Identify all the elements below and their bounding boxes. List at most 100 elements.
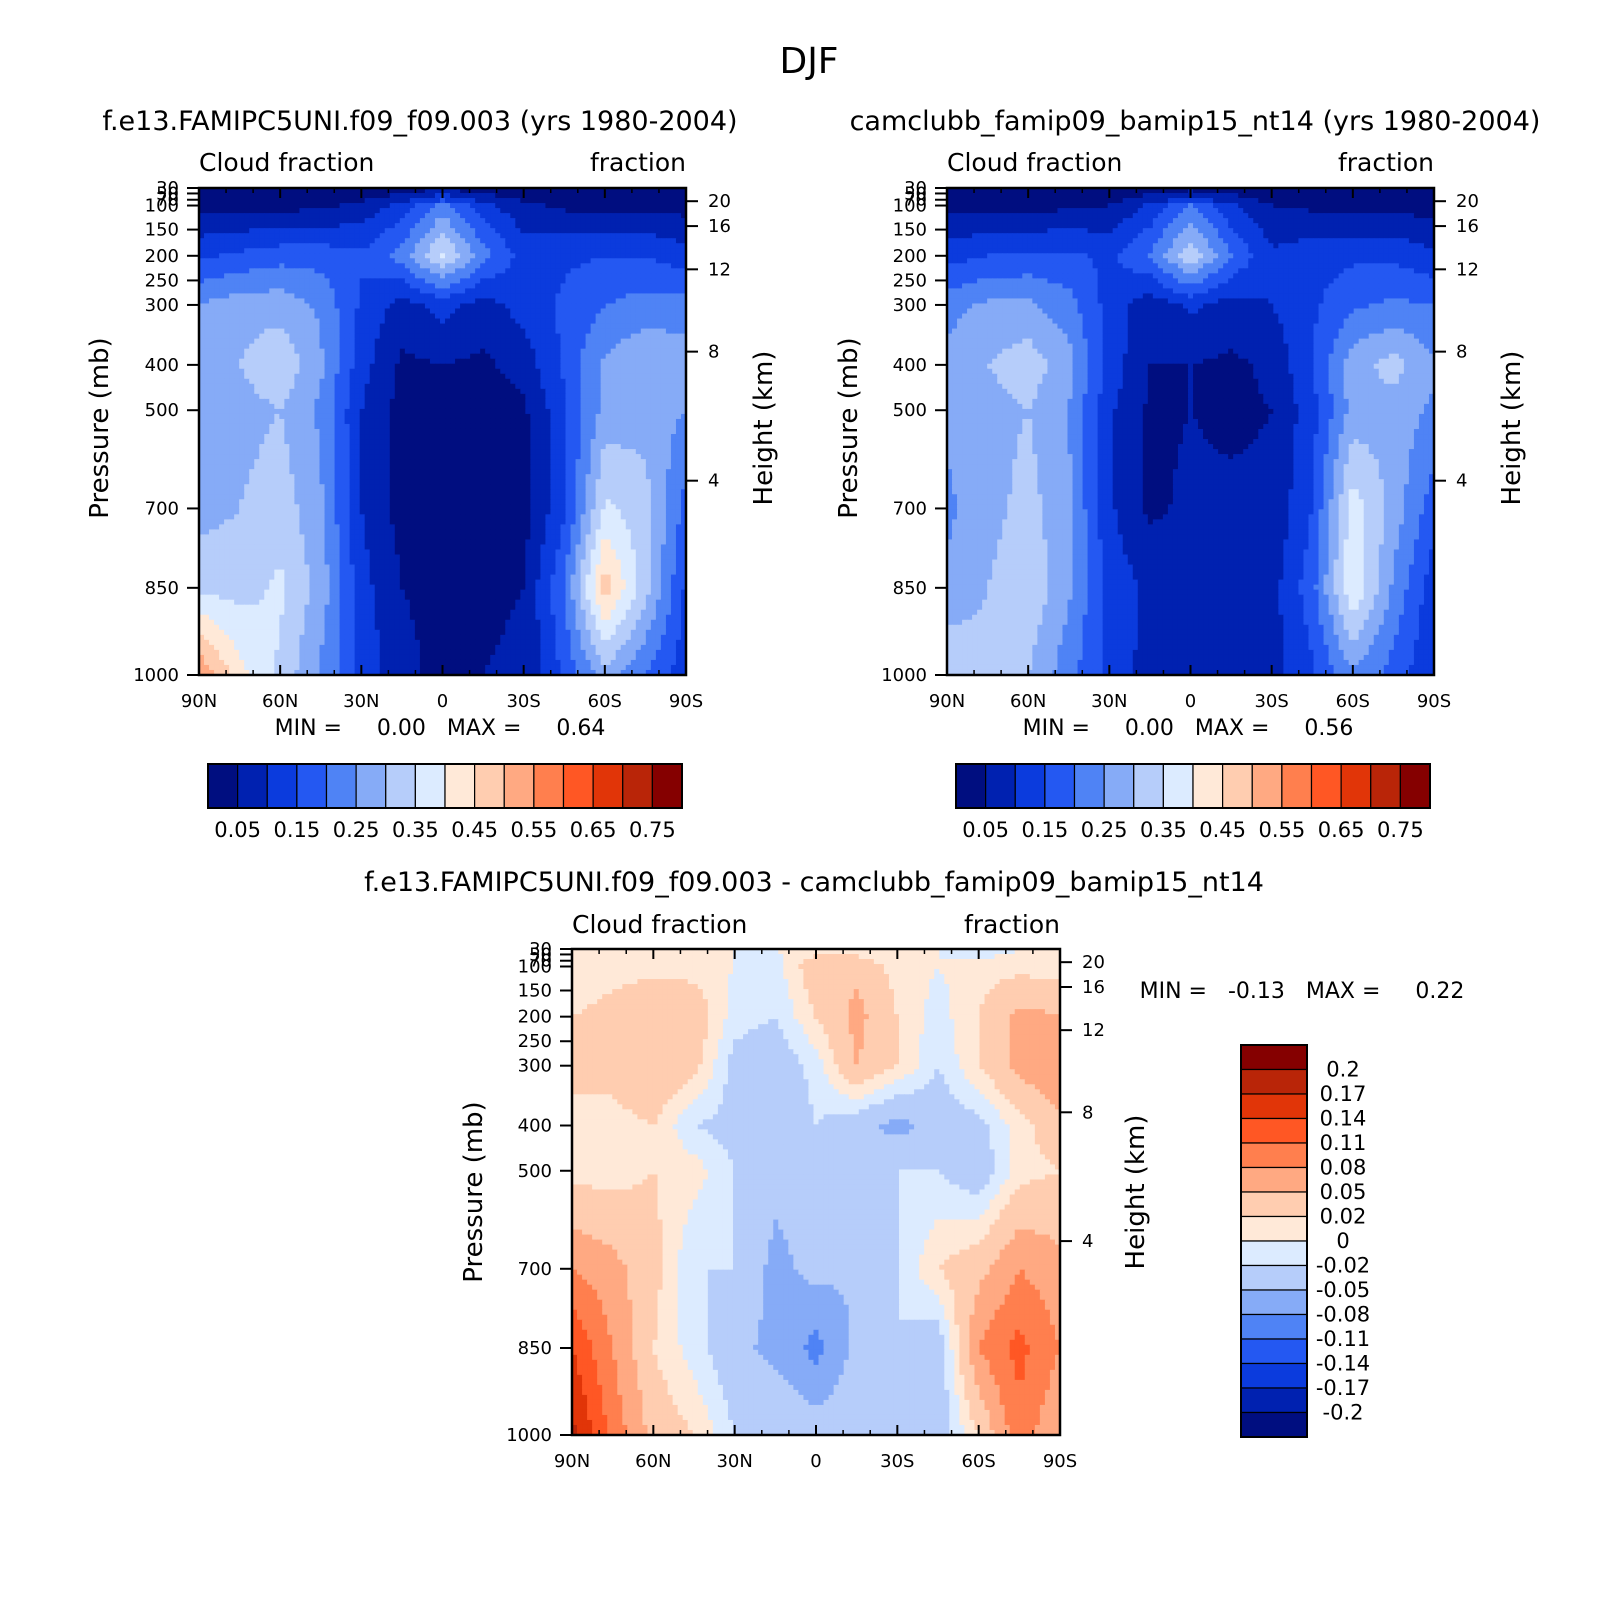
field-cell [379,218,386,224]
field-cell [560,353,567,360]
field-cell [404,238,411,244]
field-cell [329,358,336,365]
field-cell [204,288,210,295]
field-cell [269,313,275,320]
field-cell [675,328,682,335]
field-cell [495,313,501,320]
field-cell [209,193,215,199]
field-cell [409,418,416,425]
field-cell [635,388,642,395]
field-cell [520,253,526,259]
field-cell [239,213,245,219]
field-cell [364,258,371,264]
field-cell [495,333,501,340]
field-cell [500,403,506,410]
field-cell [620,188,627,194]
field-cell [329,439,336,445]
field-cell [510,378,516,385]
field-cell [389,328,396,335]
field-cell [550,348,557,355]
field-cell [450,363,456,370]
field-cell [525,293,531,300]
field-cell [239,238,245,244]
field-cell [535,368,541,375]
field-cell [530,413,536,420]
field-cell [239,193,245,199]
field-cell [439,338,446,345]
field-cell [254,313,260,320]
field-cell [605,298,612,305]
field-cell [570,439,577,445]
field-cell [254,368,260,375]
field-cell [680,383,687,390]
field-cell [319,338,326,345]
field-cell [520,403,526,410]
field-cell [670,434,677,440]
field-cell [299,383,306,390]
field-cell [384,298,391,305]
field-cell [655,268,662,274]
field-cell [434,428,441,435]
field-cell [460,198,466,204]
field-cell [580,353,587,360]
field-cell [625,318,632,325]
field-cell [439,258,446,264]
field-cell [615,228,622,234]
field-cell [224,213,230,219]
field-cell [369,318,376,325]
field-cell [259,243,265,249]
field-cell [254,298,260,305]
field-cell [595,393,602,400]
field-cell [354,203,361,209]
field-cell [224,233,230,239]
field-cell [339,393,346,400]
field-cell [299,363,306,370]
field-cell [575,218,582,224]
field-cell [595,233,602,239]
field-cell [199,413,205,420]
field-cell [530,283,536,290]
field-cell [384,343,391,350]
field-cell [565,393,572,400]
field-cell [490,228,496,234]
field-cell [304,293,311,300]
field-cell [389,253,396,259]
field-cell [625,368,632,375]
field-cell [520,323,526,330]
field-cell [309,383,316,390]
field-cell [274,218,280,224]
field-cell [455,298,461,305]
field-cell [229,398,235,405]
field-cell [324,333,331,340]
field-cell [630,343,637,350]
field-cell [259,348,265,355]
field-cell [520,293,526,300]
field-cell [495,378,501,385]
field-cell [429,293,436,300]
field-cell [384,233,391,239]
field-cell [319,213,326,219]
field-cell [650,439,657,445]
field-cell [500,258,506,264]
field-cell [635,288,642,295]
field-cell [339,323,346,330]
field-cell [510,434,516,440]
field-cell [610,278,617,284]
field-cell [324,428,331,435]
field-cell [294,213,301,219]
field-cell [439,393,446,400]
field-cell [515,198,521,204]
field-cell [615,378,622,385]
field-cell [590,243,597,249]
field-cell [650,358,657,365]
field-cell [615,353,622,360]
field-cell [515,439,521,445]
field-cell [359,253,366,259]
field-cell [204,333,210,340]
field-cell [490,253,496,259]
field-cell [535,343,541,350]
field-cell [304,343,311,350]
field-cell [670,358,677,365]
field-cell [309,333,316,340]
field-cell [434,243,441,249]
